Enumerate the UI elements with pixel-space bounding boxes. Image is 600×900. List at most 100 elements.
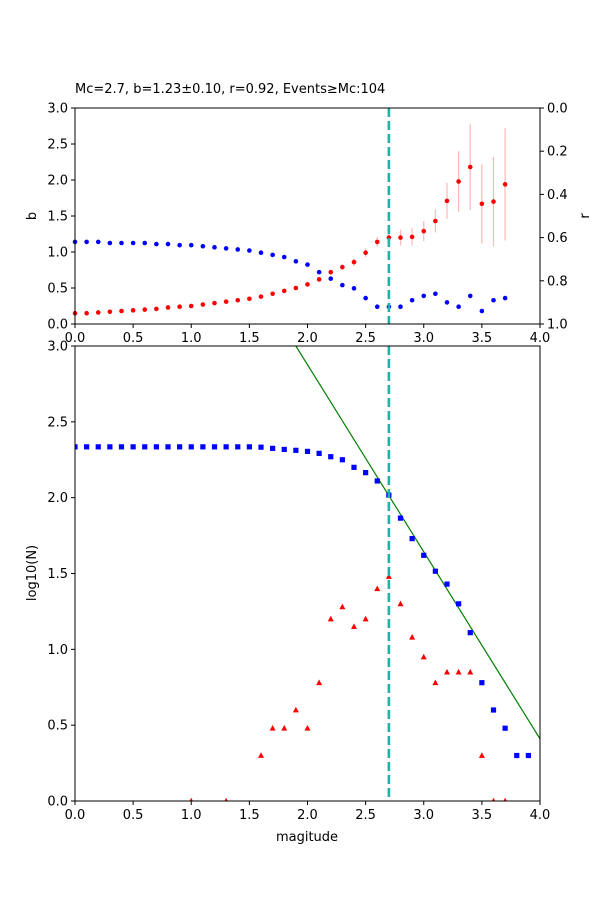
b-value-point <box>316 277 322 282</box>
r-point <box>200 243 206 249</box>
noncumulative-point <box>292 706 299 713</box>
b-value-point <box>142 307 148 312</box>
b-value-point <box>270 291 275 297</box>
cumulative-point <box>316 450 322 456</box>
x-tick-label: 1.0 <box>181 331 202 346</box>
r-tick-label: 0.4 <box>547 188 568 203</box>
cumulative-point <box>281 446 287 453</box>
cumulative-point <box>84 444 90 450</box>
noncumulative-point <box>478 752 485 758</box>
b-value-point <box>374 239 380 245</box>
b-value-point <box>479 201 485 207</box>
cumulative-point <box>107 444 113 450</box>
noncumulative-point <box>351 623 357 629</box>
y-tick-label: 0.5 <box>47 719 68 734</box>
bottom-chart: 0.0 0.5 1.0 1.5 2.0 2.5 3.0 3.5 4.0 0.0 0.5 1.0 1.5… <box>25 340 550 846</box>
bottom-y-axis: 0.0 0.5 1.0 1.5 2.0 2.5 3.0 <box>47 340 75 810</box>
r-point <box>212 245 217 250</box>
b-value-point <box>340 264 345 270</box>
noncumulative-point <box>189 797 193 801</box>
top-chart-marks <box>72 108 508 324</box>
noncumulative-point <box>362 615 369 622</box>
r-point <box>95 239 101 245</box>
b-value-point <box>456 179 461 184</box>
b-value-point <box>235 297 241 303</box>
cumulative-point <box>339 457 345 463</box>
b-value-point <box>351 259 357 265</box>
b-value-point <box>119 308 124 314</box>
r-point <box>456 304 461 310</box>
y-tick-label: 1.5 <box>47 567 68 582</box>
cumulative-point <box>351 464 357 470</box>
r-point <box>467 293 473 299</box>
cumulative-point <box>95 444 101 450</box>
r-point <box>502 295 508 301</box>
b-value-point <box>281 288 287 294</box>
r-point <box>363 295 368 301</box>
r-point <box>177 242 182 248</box>
x-tick-label: 3.5 <box>472 331 493 346</box>
y-tick-label: 3.0 <box>47 102 68 117</box>
y-tick-label: 3.0 <box>47 340 68 355</box>
top-chart-title: Mc=2.7, b=1.23±0.10, r=0.92, Events≥Mc:1… <box>75 82 385 97</box>
x-tick-label: 2.5 <box>355 331 376 346</box>
x-tick-label: 2.0 <box>297 808 318 823</box>
r-point <box>398 304 403 310</box>
x-tick-label: 0.0 <box>65 331 86 346</box>
x-tick-label: 1.5 <box>239 808 260 823</box>
r-point <box>374 304 380 310</box>
noncumulative-point <box>444 668 450 675</box>
b-value-point <box>107 309 113 315</box>
bottom-y-axis-label: log10(N) <box>25 545 40 601</box>
y-tick-label: 2.5 <box>47 415 68 430</box>
r-point <box>281 254 287 260</box>
r-point <box>409 297 415 303</box>
top-y-axis-label-right: r <box>578 213 593 219</box>
cumulative-point <box>165 444 171 450</box>
x-tick-label: 1.5 <box>239 331 260 346</box>
r-point <box>351 286 357 291</box>
noncumulative-point <box>491 797 496 801</box>
noncumulative-point <box>503 797 507 801</box>
b-value-point <box>433 218 438 224</box>
b-value-point <box>398 235 403 240</box>
cumulative-point <box>188 444 194 450</box>
cumulative-point <box>200 444 206 450</box>
noncumulative-point <box>409 634 416 640</box>
noncumulative-point <box>327 615 334 622</box>
cumulative-point <box>479 680 485 686</box>
cumulative-point <box>456 601 462 607</box>
cumulative-point <box>211 444 218 450</box>
b-value-point <box>444 198 450 204</box>
b-value-point <box>247 296 252 302</box>
r-point <box>165 241 171 247</box>
b-value-point <box>177 304 182 310</box>
b-value-point <box>293 285 299 291</box>
x-tick-label: 4.0 <box>530 808 551 823</box>
top-y-axis-left: 0.0 0.5 1.0 1.5 2.0 2.5 3.0 <box>47 102 75 333</box>
r-point <box>107 240 113 246</box>
y-tick-label: 1.0 <box>47 643 68 658</box>
b-value-point <box>491 199 496 204</box>
y-tick-label: 2.0 <box>47 491 68 506</box>
r-point <box>316 269 322 275</box>
cumulative-point <box>444 581 450 587</box>
r-point <box>421 293 427 299</box>
b-value-point <box>409 234 415 240</box>
cumulative-point <box>432 568 438 574</box>
cumulative-point <box>467 630 473 636</box>
noncumulative-point <box>397 600 404 607</box>
noncumulative-point <box>455 668 462 675</box>
noncumulative-point <box>281 725 288 731</box>
cumulative-point <box>293 447 299 453</box>
cumulative-point <box>328 454 334 460</box>
cumulative-point <box>490 707 497 713</box>
cumulative-point <box>118 444 125 450</box>
x-tick-label: 1.0 <box>181 808 202 823</box>
r-tick-label: 0.6 <box>547 231 568 246</box>
r-point <box>293 259 299 264</box>
noncumulative-point <box>385 573 392 579</box>
noncumulative-point <box>269 725 276 731</box>
b-value-point <box>130 308 136 313</box>
